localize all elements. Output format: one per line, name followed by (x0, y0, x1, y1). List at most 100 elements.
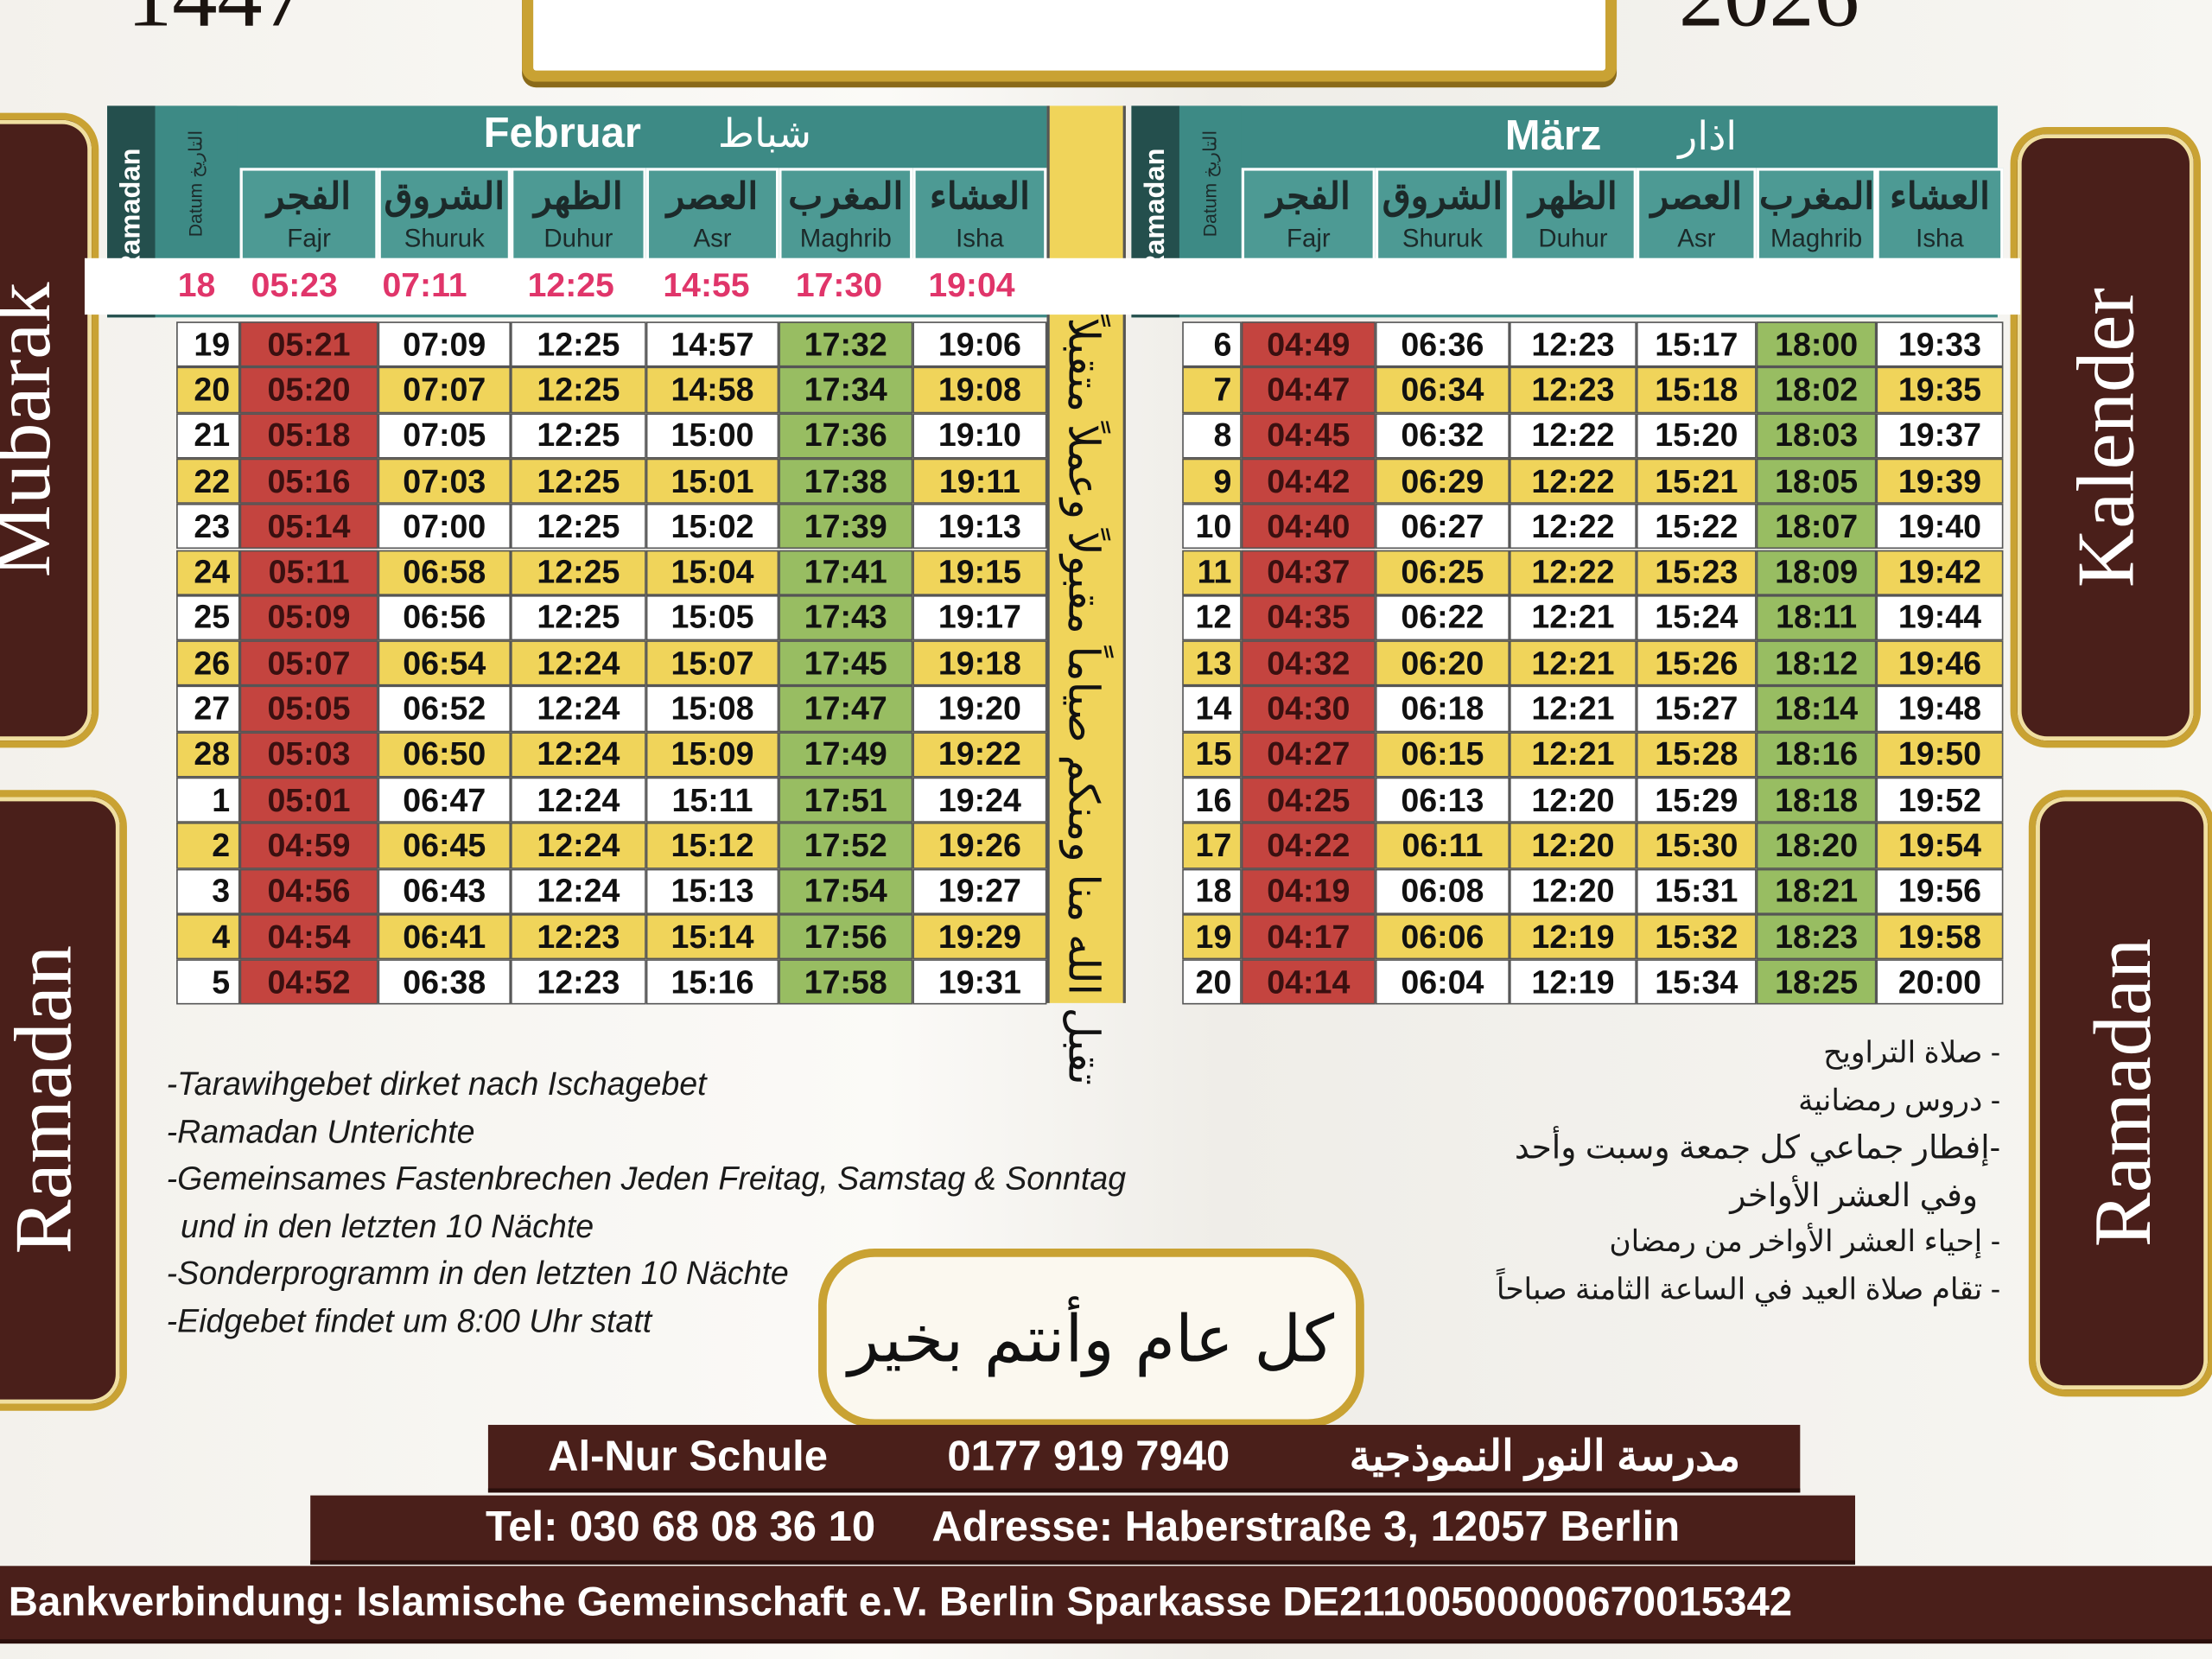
table-row: 10 04:40 06:27 12:22 15:22 18:07 19:40 (1182, 504, 2004, 550)
isha-cell: 19:17 (912, 594, 1047, 641)
maghrib-cell: 17:52 (779, 823, 913, 869)
fajr-cell: 04:22 (1241, 823, 1376, 869)
prayer-name-ar: الظهر (534, 175, 623, 218)
duhur-cell: 12:23 (1509, 321, 1637, 367)
asr-cell: 15:12 (645, 823, 779, 869)
date-cell: 4 (176, 913, 240, 960)
prayer-name-ar: العشاء (929, 175, 1030, 218)
prayer-name: Asr (693, 224, 732, 253)
highlight-duhur: 12:25 (527, 266, 614, 305)
shuruk-cell: 06:06 (1375, 913, 1510, 960)
asr-cell: 15:18 (1636, 366, 1757, 413)
date-cell: 15 (1182, 731, 1242, 778)
footer-contact-bar: Tel: 030 68 08 36 10 Adresse: Haberstraß… (310, 1495, 1856, 1565)
duhur-cell: 12:22 (1509, 504, 1637, 550)
activity-item: - دروس رمضانية (1798, 1084, 2001, 1117)
duhur-cell: 12:25 (511, 321, 646, 367)
february-table: 19 05:21 07:09 12:25 14:57 17:32 19:06 20 05:20 0… (176, 321, 1047, 1006)
fajr-cell: 05:20 (239, 366, 378, 413)
banner-text: Mubarak (0, 283, 67, 578)
top-gold-frame (522, 0, 1618, 82)
table-row: 20 05:20 07:07 12:25 14:58 17:34 19:08 (176, 366, 1047, 413)
table-row: 24 05:11 06:58 12:25 15:04 17:41 19:15 (176, 549, 1047, 595)
telephone: Tel: 030 68 08 36 10 (485, 1503, 876, 1551)
fajr-cell: 05:18 (239, 412, 378, 459)
date-cell: 21 (176, 412, 240, 459)
duhur-cell: 12:24 (511, 823, 646, 869)
prayer-name: Fajr (287, 224, 331, 253)
asr-cell: 15:21 (1636, 458, 1757, 505)
prayer-name-ar: العشاء (1889, 175, 1990, 218)
duhur-cell: 12:22 (1509, 458, 1637, 505)
maghrib-cell: 17:58 (779, 959, 913, 1006)
asr-cell: 15:22 (1636, 504, 1757, 550)
table-row: 20 04:14 06:04 12:19 15:34 18:25 20:00 (1182, 959, 2004, 1006)
shuruk-cell: 06:25 (1375, 549, 1510, 595)
fajr-cell: 04:25 (1241, 777, 1376, 823)
maghrib-cell: 18:07 (1756, 504, 1877, 550)
duhur-cell: 12:25 (511, 504, 646, 550)
isha-cell: 19:22 (912, 731, 1047, 778)
banner-ramadan-right: Ramadan (2028, 790, 2212, 1397)
isha-cell: 19:11 (912, 458, 1047, 505)
table-row: 1 05:01 06:47 12:24 15:11 17:51 19:24 (176, 777, 1047, 823)
isha-cell: 19:37 (1876, 412, 2004, 459)
march-table: 6 04:49 06:36 12:23 15:17 18:00 19:33 7 04:47 06:… (1182, 321, 2004, 1006)
isha-cell: 19:08 (912, 366, 1047, 413)
duhur-cell: 12:25 (511, 412, 646, 459)
gregorian-year: 2026 (1679, 0, 1859, 48)
duhur-cell: 12:23 (1509, 366, 1637, 413)
shuruk-cell: 06:13 (1375, 777, 1510, 823)
date-cell: 1 (176, 777, 240, 823)
isha-cell: 19:40 (1876, 504, 2004, 550)
banner-text: Ramadan (0, 945, 89, 1255)
asr-cell: 15:17 (1636, 321, 1757, 367)
duhur-cell: 12:25 (511, 549, 646, 595)
isha-cell: 19:24 (912, 777, 1047, 823)
date-cell: 22 (176, 458, 240, 505)
asr-cell: 15:14 (645, 913, 779, 960)
duhur-cell: 12:25 (511, 458, 646, 505)
fajr-cell: 05:16 (239, 458, 378, 505)
prayer-header-fajr: الفجر Fajr (239, 168, 378, 262)
prayer-header-fajr: الفجر Fajr (1241, 168, 1376, 262)
maghrib-cell: 18:09 (1756, 549, 1877, 595)
fajr-cell: 05:14 (239, 504, 378, 550)
shuruk-cell: 06:43 (378, 868, 512, 914)
date-cell: 14 (1182, 686, 1242, 732)
duhur-cell: 12:21 (1509, 731, 1637, 778)
asr-cell: 14:58 (645, 366, 779, 413)
maghrib-cell: 17:47 (779, 686, 913, 732)
isha-cell: 19:13 (912, 504, 1047, 550)
isha-cell: 19:33 (1876, 321, 2004, 367)
asr-cell: 15:27 (1636, 686, 1757, 732)
asr-cell: 15:13 (645, 868, 779, 914)
table-row: 3 04:56 06:43 12:24 15:13 17:54 19:27 (176, 868, 1047, 914)
date-cell: 5 (176, 959, 240, 1006)
prayer-name: Duhur (543, 224, 613, 253)
prayer-header-maghrib: المغرب Maghrib (1756, 168, 1877, 262)
eid-greeting-calligraphy: كل عام وأنتم بخير (817, 1248, 1364, 1428)
table-row: 6 04:49 06:36 12:23 15:17 18:00 19:33 (1182, 321, 2004, 367)
maghrib-cell: 17:54 (779, 868, 913, 914)
activity-item: -Tarawihgebet dirket nach Ischagebet (166, 1065, 707, 1103)
asr-cell: 15:16 (645, 959, 779, 1006)
month-title: März (1504, 112, 1602, 160)
shuruk-cell: 06:32 (1375, 412, 1510, 459)
fajr-cell: 04:40 (1241, 504, 1376, 550)
asr-cell: 15:20 (1636, 412, 1757, 459)
shuruk-cell: 07:00 (378, 504, 512, 550)
asr-cell: 15:23 (1636, 549, 1757, 595)
prayer-header-asr: العصر Asr (645, 168, 779, 262)
highlight-asr: 14:55 (663, 266, 750, 305)
february-title-row: Februar شباط (248, 105, 1046, 162)
prayer-name-ar: المغرب (1758, 175, 1875, 218)
duhur-cell: 12:21 (1509, 686, 1637, 732)
shuruk-cell: 07:03 (378, 458, 512, 505)
maghrib-cell: 17:41 (779, 549, 913, 595)
duhur-cell: 12:20 (1509, 823, 1637, 869)
asr-cell: 15:01 (645, 458, 779, 505)
shuruk-cell: 06:36 (1375, 321, 1510, 367)
date-cell: 16 (1182, 777, 1242, 823)
highlight-date: 18 (177, 266, 216, 305)
